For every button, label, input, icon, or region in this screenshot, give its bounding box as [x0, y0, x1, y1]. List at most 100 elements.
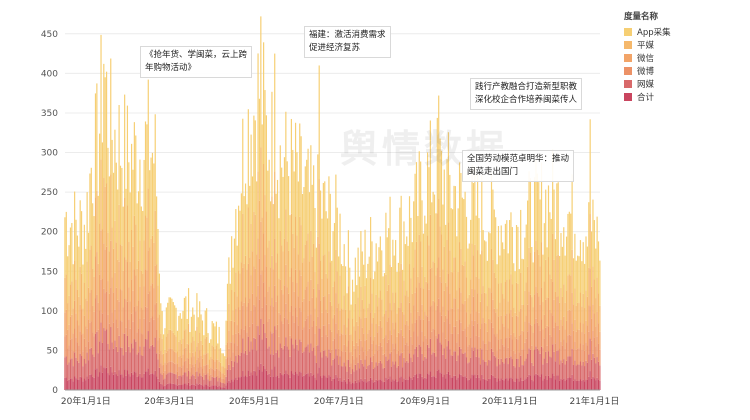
bar-segment [329, 193, 331, 263]
bar-segment [261, 307, 263, 340]
bar-segment [276, 324, 279, 351]
bar-segment [585, 320, 587, 343]
bar-segment [564, 348, 566, 365]
bar-segment [133, 371, 135, 390]
bar-segment [365, 278, 368, 318]
bar-segment [483, 361, 486, 380]
bar-segment [307, 344, 309, 374]
bar-segment [124, 257, 126, 299]
bar-segment [457, 208, 459, 272]
bar-segment [363, 381, 365, 390]
bar-segment [269, 376, 272, 390]
bar-segment [417, 356, 419, 378]
bar-segment [324, 350, 326, 376]
bar-segment [208, 359, 211, 369]
bar-segment [397, 332, 400, 351]
bar-segment [154, 210, 156, 266]
bar-segment [521, 330, 523, 350]
bar-segment [397, 307, 400, 333]
bar-segment [572, 380, 575, 390]
bar-stack [324, 181, 326, 390]
bar-segment [588, 331, 590, 355]
bar-segment [468, 379, 470, 390]
bar-segment [304, 347, 306, 375]
bar-segment [485, 241, 487, 294]
bar-segment [465, 216, 468, 278]
bar-segment [588, 267, 590, 306]
bar-segment [238, 354, 240, 378]
bar-segment [85, 248, 87, 299]
bar-segment [383, 337, 386, 354]
bar-segment [225, 376, 227, 386]
bar-segment [264, 333, 266, 370]
bar-segment [575, 260, 577, 306]
bar-segment [324, 181, 326, 255]
bar-segment [256, 325, 258, 351]
bar-segment [468, 324, 470, 345]
bar-segment [279, 145, 281, 231]
bar-segment [303, 187, 305, 259]
bar-segment [390, 381, 393, 390]
bar-segment [93, 276, 95, 312]
bar-segment [370, 312, 372, 337]
bar-segment [231, 320, 233, 343]
bar-segment [584, 350, 586, 367]
bar-segment [531, 379, 533, 390]
bar-segment [160, 350, 162, 364]
bar-segment [478, 218, 480, 279]
bar-segment [94, 256, 97, 299]
bar-segment [254, 371, 256, 390]
bar-segment [126, 301, 129, 336]
bar-stack [553, 189, 555, 390]
bar-segment [64, 277, 66, 313]
annotation-line: 福建：激活消费需求 [309, 30, 386, 40]
bar-segment [570, 275, 572, 311]
bar-segment [470, 279, 472, 314]
bar-segment [99, 274, 101, 311]
bar-segment [560, 379, 562, 390]
bar-segment [331, 365, 333, 381]
bar-segment [410, 278, 412, 313]
bar-segment [452, 209, 454, 273]
bar-segment [187, 323, 190, 345]
bar-segment [69, 227, 72, 285]
bar-segment [150, 373, 152, 390]
bar-segment [108, 251, 110, 294]
bar-segment [115, 287, 117, 320]
bar-segment [171, 361, 173, 373]
bar-segment [174, 384, 176, 390]
bar-stack [201, 320, 204, 390]
bar-segment [353, 345, 355, 360]
y-tick-label: 450 [41, 30, 58, 40]
bar-segment [315, 325, 318, 346]
bar-segment [268, 159, 270, 241]
bar-segment [593, 357, 595, 379]
bar-segment [261, 371, 263, 390]
bar-segment [299, 216, 301, 271]
bar-stack [165, 307, 167, 390]
bar-segment [206, 336, 208, 354]
bar-segment [165, 384, 167, 390]
bar-segment [360, 230, 362, 287]
bar-segment [118, 204, 120, 262]
bar-segment [315, 380, 318, 390]
bar-segment [374, 353, 376, 368]
bar-segment [345, 309, 347, 335]
bar-segment [489, 379, 491, 390]
bar-segment [187, 358, 190, 371]
bar-segment [304, 289, 306, 321]
bar-segment [489, 360, 491, 380]
bar-stack [564, 255, 566, 390]
bar-segment [395, 292, 397, 323]
bar-segment [397, 365, 400, 382]
bar-segment [78, 296, 80, 326]
bar-segment [440, 315, 443, 345]
bar-segment [375, 243, 377, 295]
bar-segment [521, 304, 523, 331]
bar-segment [393, 329, 395, 349]
bar-segment [68, 345, 70, 363]
bar-segment [481, 293, 483, 324]
bar-segment [272, 332, 274, 355]
bar-segment [565, 290, 568, 321]
bar-segment [401, 352, 404, 368]
